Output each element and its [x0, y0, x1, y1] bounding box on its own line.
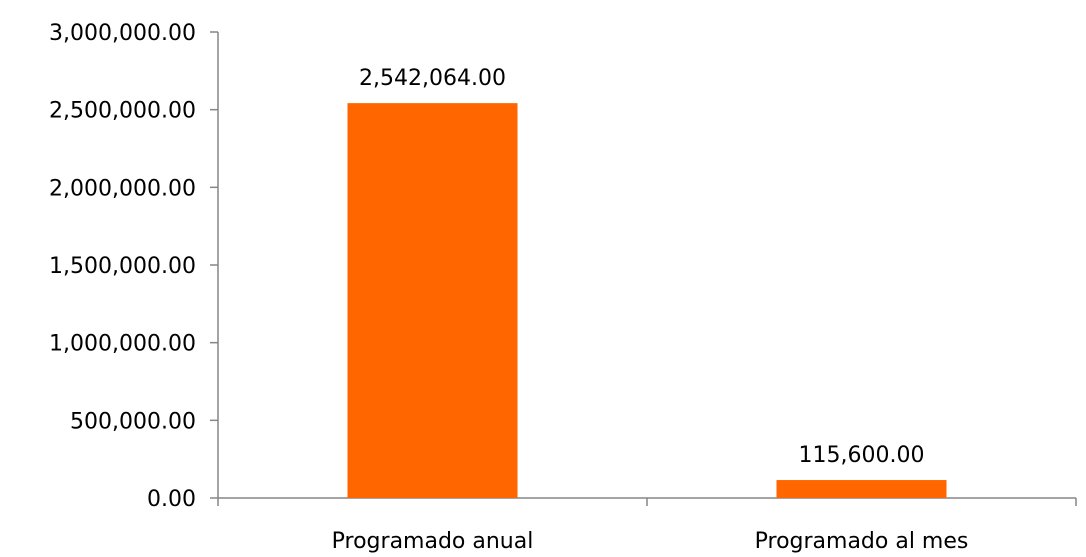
- x-category-label: Programado al mes: [755, 529, 969, 554]
- bar: [347, 103, 518, 499]
- x-category-label: Programado anual: [332, 529, 534, 554]
- y-axis: 0.00 500,000.00 1,000,000.00 1,500,000.00 2,…: [49, 21, 219, 512]
- y-tick-label: 2,000,000.00: [49, 176, 196, 201]
- bar-series: [347, 103, 947, 499]
- y-tick-label: 3,000,000.00: [49, 21, 196, 46]
- y-tick-label: 500,000.00: [70, 409, 196, 434]
- data-label: 115,600.00: [799, 443, 925, 468]
- data-labels: 2,542,064.00 115,600.00: [359, 66, 924, 468]
- y-tick-label: 1,000,000.00: [49, 332, 196, 357]
- y-tick-label: 2,500,000.00: [49, 99, 196, 124]
- y-tick-label: 0.00: [147, 487, 196, 512]
- bar: [776, 480, 947, 498]
- y-tick-label: 1,500,000.00: [49, 254, 196, 279]
- x-axis: Programado anual Programado al mes: [217, 497, 1077, 554]
- data-label: 2,542,064.00: [359, 66, 506, 91]
